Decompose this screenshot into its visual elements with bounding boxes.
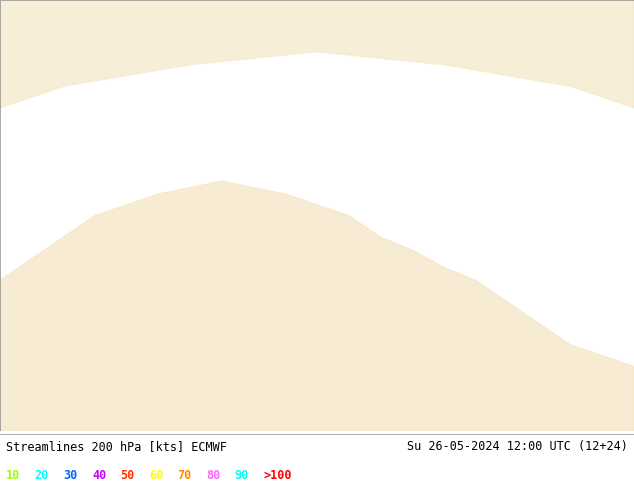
Text: 40: 40 xyxy=(92,469,106,482)
Text: 70: 70 xyxy=(178,469,191,482)
Polygon shape xyxy=(0,181,634,431)
Text: 20: 20 xyxy=(35,469,49,482)
Text: 60: 60 xyxy=(149,469,163,482)
Text: 30: 30 xyxy=(63,469,77,482)
Polygon shape xyxy=(0,0,634,108)
Text: >100: >100 xyxy=(263,469,292,482)
Text: 10: 10 xyxy=(6,469,20,482)
Text: Su 26-05-2024 12:00 UTC (12+24): Su 26-05-2024 12:00 UTC (12+24) xyxy=(407,440,628,453)
Text: 50: 50 xyxy=(120,469,134,482)
Text: Streamlines 200 hPa [kts] ECMWF: Streamlines 200 hPa [kts] ECMWF xyxy=(6,440,227,453)
Text: 90: 90 xyxy=(235,469,249,482)
Text: 80: 80 xyxy=(206,469,220,482)
